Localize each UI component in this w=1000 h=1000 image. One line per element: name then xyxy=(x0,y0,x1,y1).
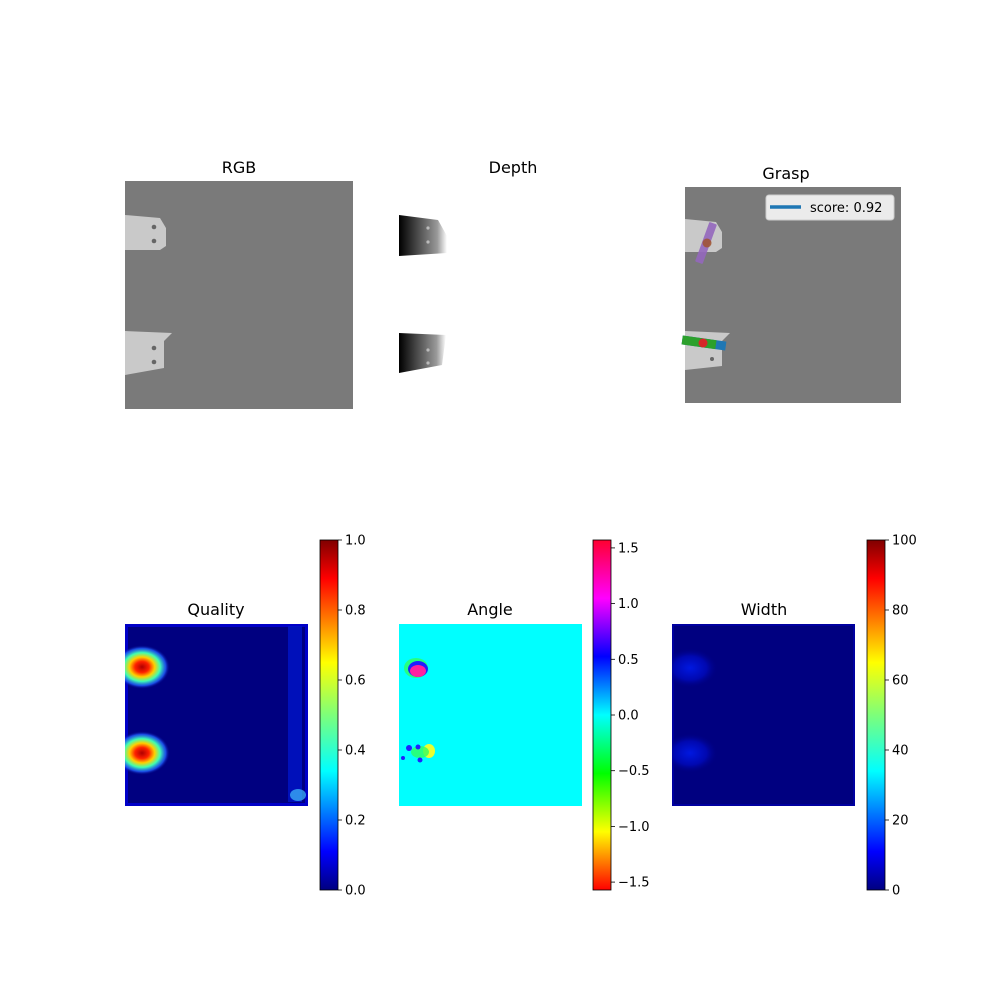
rgb-bolt xyxy=(151,345,157,351)
angle-colorbar-tick-label: −1.5 xyxy=(618,876,650,891)
width-panel: Width xyxy=(672,600,855,806)
quality-colorbar-ticks: 0.0 0.2 0.4 0.6 0.8 1.0 xyxy=(338,534,366,899)
grasp-image xyxy=(685,187,901,403)
angle-blob-blue xyxy=(406,745,412,751)
width-colorbar-tick-label: 0 xyxy=(892,884,900,899)
quality-panel: Quality xyxy=(125,600,308,806)
depth-object-top xyxy=(399,215,447,256)
grasp-center-purple xyxy=(702,238,712,248)
width-colorbar-tick-label: 60 xyxy=(892,674,909,689)
quality-colorbar-tick-label: 0.4 xyxy=(345,744,366,759)
quality-colorbar-fill xyxy=(319,539,339,891)
rgb-title: RGB xyxy=(222,158,257,177)
angle-colorbar-ticks: −1.5 −1.0 −0.5 0.0 0.5 1.0 1.5 xyxy=(611,541,650,891)
grasp-title: Grasp xyxy=(762,164,809,183)
depth-bolt xyxy=(426,348,430,352)
angle-blob-blue xyxy=(415,744,421,750)
grasp-bolt xyxy=(710,357,714,361)
quality-colorbar-tick-label: 0.2 xyxy=(345,814,366,829)
angle-title: Angle xyxy=(467,600,513,619)
depth-bolt xyxy=(426,226,430,230)
grasp-center-red xyxy=(698,338,708,348)
angle-blob-pink xyxy=(410,665,426,677)
rgb-bolt xyxy=(151,359,157,365)
quality-title: Quality xyxy=(187,600,244,619)
width-colorbar-tick-label: 80 xyxy=(892,604,909,619)
quality-hotspot xyxy=(125,645,170,689)
quality-colorbar-tick-label: 0.8 xyxy=(345,604,366,619)
angle-colorbar-tick-label: 1.5 xyxy=(618,541,639,556)
depth-title: Depth xyxy=(489,158,538,177)
rgb-bolt xyxy=(151,238,157,244)
quality-colorbar-tick-label: 0.0 xyxy=(345,884,366,899)
angle-blob-green xyxy=(411,746,429,758)
angle-colorbar-tick-label: −0.5 xyxy=(618,764,650,779)
angle-colorbar-tick-label: −1.0 xyxy=(618,820,650,835)
width-title: Width xyxy=(741,600,787,619)
width-colorbar: 0 20 40 60 80 100 xyxy=(866,534,917,899)
rgb-object-top xyxy=(125,215,166,250)
quality-colorbar: 0.0 0.2 0.4 0.6 0.8 1.0 xyxy=(319,534,366,899)
angle-colorbar: −1.5 −1.0 −0.5 0.0 0.5 1.0 1.5 xyxy=(592,539,650,891)
quality-colorbar-tick-label: 0.6 xyxy=(345,674,366,689)
depth-panel: Depth xyxy=(399,158,537,373)
width-colorbar-tick-label: 100 xyxy=(892,534,917,549)
depth-object-bottom xyxy=(399,333,446,373)
angle-panel: Angle xyxy=(399,600,582,806)
rgb-panel: RGB xyxy=(125,158,353,409)
angle-heatmap xyxy=(399,624,582,806)
width-colorbar-fill xyxy=(866,539,886,891)
depth-bolt xyxy=(426,361,430,365)
legend-label: score: 0.92 xyxy=(810,201,882,216)
rgb-object-bottom xyxy=(125,331,172,375)
angle-colorbar-tick-label: 0.5 xyxy=(618,653,639,668)
quality-right-band xyxy=(288,626,302,802)
rgb-bolt xyxy=(151,224,157,230)
width-blob xyxy=(672,733,718,773)
angle-blob-blue xyxy=(417,757,423,763)
angle-blob-blue xyxy=(401,756,405,760)
width-colorbar-tick-label: 20 xyxy=(892,814,909,829)
quality-hotspot xyxy=(125,731,170,775)
angle-colorbar-tick-label: 0.0 xyxy=(618,709,639,724)
grasp-legend: score: 0.92 xyxy=(765,194,895,221)
angle-colorbar-fill xyxy=(592,539,612,891)
rgb-image xyxy=(125,181,353,409)
quality-corner-glow xyxy=(290,789,306,801)
width-colorbar-tick-label: 40 xyxy=(892,744,909,759)
grasp-panel: Grasp score: 0.92 xyxy=(681,164,901,403)
angle-colorbar-tick-label: 1.0 xyxy=(618,597,639,612)
width-blob xyxy=(672,648,718,688)
width-colorbar-ticks: 0 20 40 60 80 100 xyxy=(885,534,917,899)
quality-colorbar-tick-label: 1.0 xyxy=(345,534,366,549)
depth-bolt xyxy=(426,240,430,244)
